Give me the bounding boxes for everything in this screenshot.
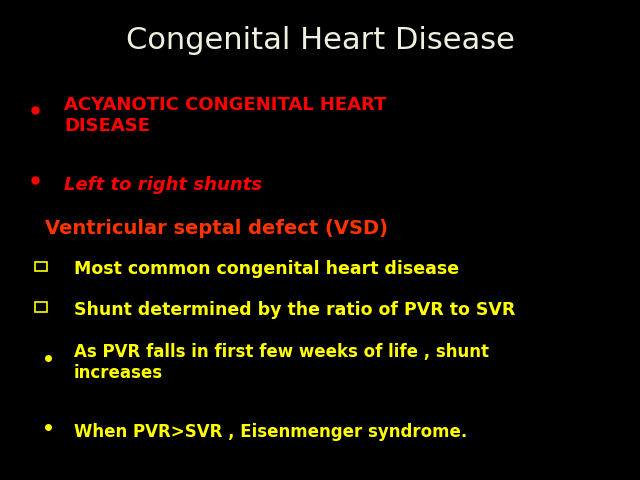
Bar: [35, 302, 47, 312]
Text: Congenital Heart Disease: Congenital Heart Disease: [125, 26, 515, 55]
Text: Most common congenital heart disease: Most common congenital heart disease: [74, 260, 459, 278]
Text: ACYANOTIC CONGENITAL HEART
DISEASE: ACYANOTIC CONGENITAL HEART DISEASE: [64, 96, 387, 134]
Text: When PVR>SVR , Eisenmenger syndrome.: When PVR>SVR , Eisenmenger syndrome.: [74, 423, 467, 441]
Bar: [35, 262, 47, 271]
Text: Shunt determined by the ratio of PVR to SVR: Shunt determined by the ratio of PVR to …: [74, 300, 515, 319]
Text: Left to right shunts: Left to right shunts: [64, 176, 262, 194]
Text: Ventricular septal defect (VSD): Ventricular septal defect (VSD): [45, 218, 388, 238]
Text: As PVR falls in first few weeks of life , shunt
increases: As PVR falls in first few weeks of life …: [74, 343, 488, 382]
